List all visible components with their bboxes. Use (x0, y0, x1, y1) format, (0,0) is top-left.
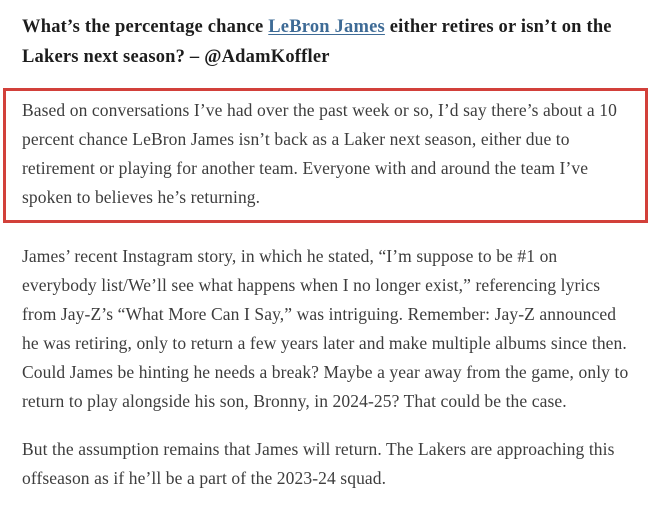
lebron-james-link[interactable]: LeBron James (268, 17, 385, 37)
question-heading: What’s the percentage chance LeBron Jame… (22, 12, 630, 72)
body-paragraph-instagram: James’ recent Instagram story, in which … (22, 246, 629, 411)
highlighted-answer-box: Based on conversations I’ve had over the… (3, 88, 648, 223)
question-text-after: either retires or isn’t on the Lakers ne… (22, 17, 612, 67)
body-paragraph-assumption: But the assumption remains that James wi… (22, 439, 615, 488)
question-text-before: What’s the percentage chance (22, 17, 269, 37)
highlighted-answer-text: Based on conversations I’ve had over the… (22, 100, 617, 207)
